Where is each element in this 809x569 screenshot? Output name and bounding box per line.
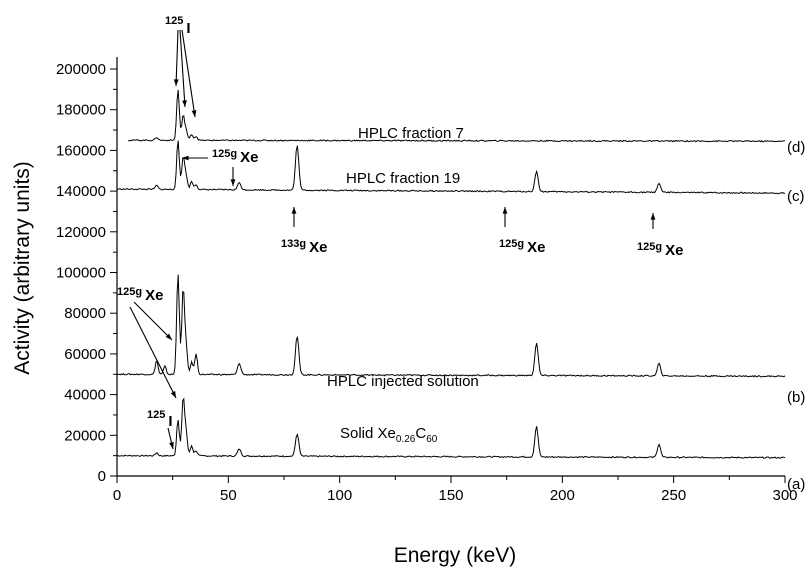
spectrum-line-1 <box>116 274 786 378</box>
x-tick-label-50: 50 <box>220 487 237 504</box>
arrow-i125-1-head <box>173 79 179 86</box>
arrow-i125-1 <box>175 29 179 87</box>
arrow-xe133-head <box>291 207 297 214</box>
arrow-xe-c-left-head <box>182 155 189 161</box>
series-label-a: Solid Xe0.26C60 <box>340 425 438 445</box>
axes <box>116 57 785 477</box>
series-label-d: HPLC fraction 7 <box>358 125 464 142</box>
y-tick-label-0: 0 <box>98 468 106 485</box>
annotation-i125-a: 125 I <box>147 409 173 430</box>
y-tick-label-20000: 20000 <box>64 427 106 444</box>
series-label-b: HPLC injected solution <box>327 373 479 390</box>
arrow-xe-188-head <box>502 207 508 214</box>
y-tick-label-140000: 140000 <box>56 183 106 200</box>
arrow-i125-2-head <box>182 100 187 107</box>
series-label-c: HPLC fraction 19 <box>346 170 460 187</box>
annotation-xe125g-243: 125g Xe <box>637 241 683 259</box>
curve-name-c: (c) <box>787 188 805 205</box>
x-tick-label-150: 150 <box>438 487 463 504</box>
curve-name-a: (a) <box>787 476 805 493</box>
y-tick-label-60000: 60000 <box>64 346 106 363</box>
x-tick-label-0: 0 <box>113 487 121 504</box>
curve-name-d: (d) <box>787 139 805 156</box>
arrow-xe-b-1 <box>133 301 173 341</box>
annotation-arrows <box>129 29 656 450</box>
arrow-xe-243-head <box>650 213 656 220</box>
spectra <box>116 89 786 459</box>
y-tick-label-160000: 160000 <box>56 142 106 159</box>
x-tick-label-250: 250 <box>661 487 686 504</box>
annotation-xe125g-b-left: 125g Xe <box>117 286 163 304</box>
curve-name-b: (b) <box>787 389 805 406</box>
x-tick-label-300: 300 <box>772 487 797 504</box>
arrow-i125-3 <box>181 29 196 118</box>
tick-labels: 0 50 100 150 200 250 300 0 20000 40000 60000 80000 1… <box>56 61 798 504</box>
annotation-xe125g-c-left: 125g Xe <box>212 148 258 166</box>
y-tick-label-120000: 120000 <box>56 224 106 241</box>
tick-marks <box>110 68 786 483</box>
y-tick-label-40000: 40000 <box>64 387 106 404</box>
y-tick-label-100000: 100000 <box>56 265 106 282</box>
spectrum-line-0 <box>116 397 786 459</box>
arrow-xe-b-2 <box>129 306 177 399</box>
spectrum-line-3 <box>128 89 786 143</box>
arrow-i125-3-head <box>191 110 197 117</box>
x-axis-label: Energy (keV) <box>394 544 517 567</box>
annotation-xe125g-188: 125g Xe <box>499 238 545 256</box>
x-tick-label-200: 200 <box>550 487 575 504</box>
arrow-xe-b-2-head <box>170 391 176 398</box>
y-tick-label-180000: 180000 <box>56 102 106 119</box>
y-tick-label-200000: 200000 <box>56 61 106 78</box>
arrow-xe-c-55-head <box>230 179 236 186</box>
annotation-i125-top: 125 I <box>165 15 191 37</box>
y-tick-label-80000: 80000 <box>64 305 106 322</box>
spectrum-line-2 <box>116 140 786 195</box>
arrow-i125-a-head <box>169 442 174 449</box>
annotation-xe133g: 133g Xe <box>281 238 327 256</box>
y-axis-label: Activity (arbitrary units) <box>11 161 34 375</box>
arrow-xe-b-1-head <box>165 333 172 340</box>
x-tick-label-100: 100 <box>327 487 352 504</box>
arrow-i125-2 <box>179 29 186 108</box>
